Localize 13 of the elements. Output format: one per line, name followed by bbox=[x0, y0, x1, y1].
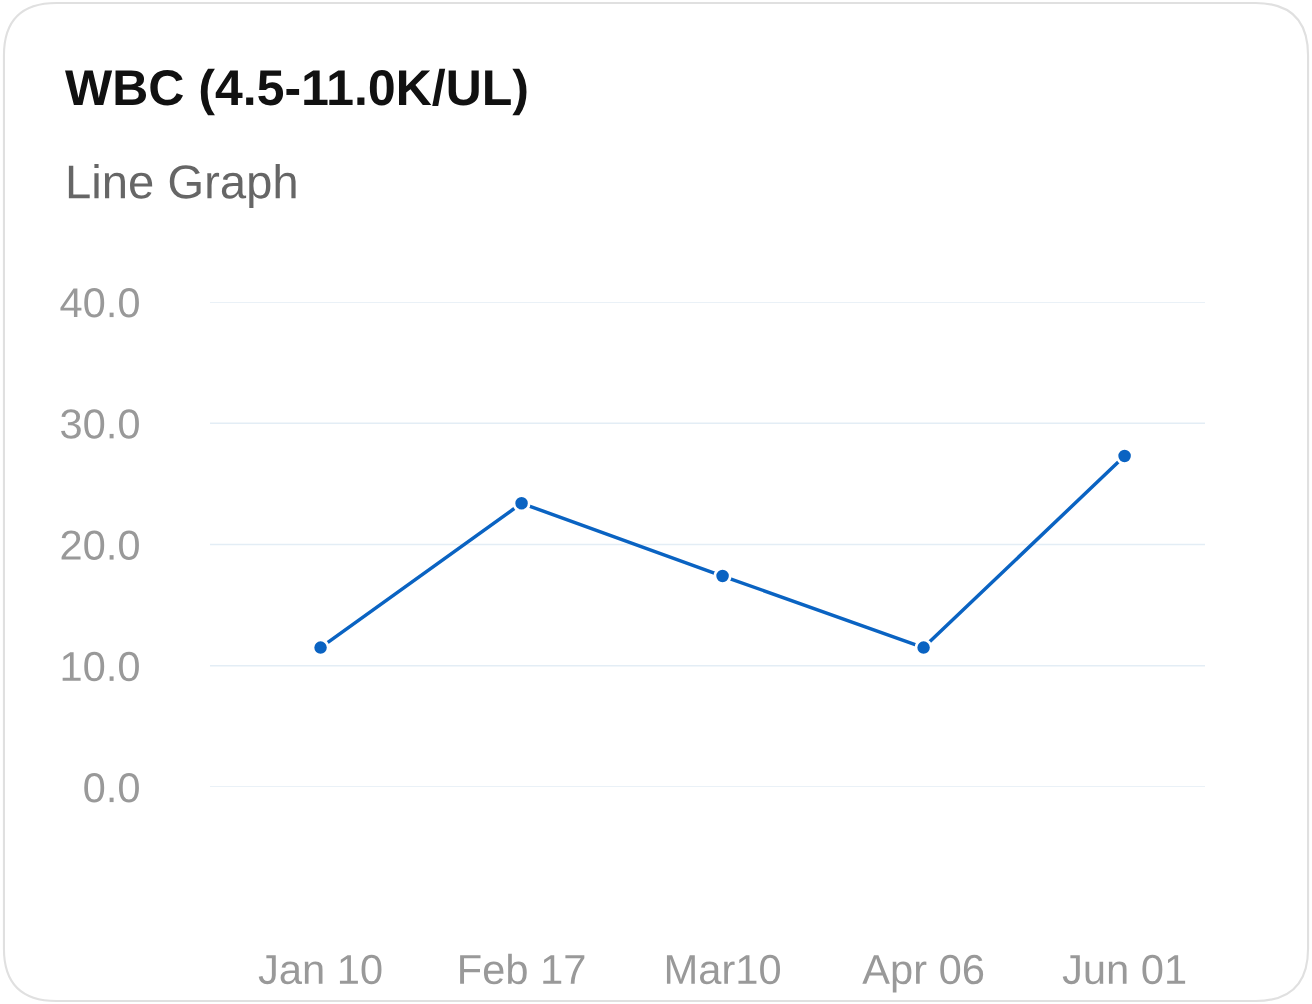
y-tick-label: 20.0 bbox=[61, 530, 139, 561]
y-tick-label: 40.0 bbox=[60, 288, 139, 318]
y-tick-label: 0.0 bbox=[84, 773, 139, 803]
x-tick-label: Feb 17 bbox=[460, 953, 585, 985]
chart-title: WBC (4.5-11.0K/UL) bbox=[65, 68, 527, 116]
y-tick-label: 30.0 bbox=[61, 409, 139, 439]
x-tick-label: Apr 06 bbox=[862, 954, 984, 993]
point bbox=[1115, 446, 1134, 466]
x-tick-label: Jun 01 bbox=[1062, 954, 1186, 985]
x-tick-label: Mar10 bbox=[666, 954, 780, 985]
x-tick-label: Jan 10 bbox=[258, 954, 382, 985]
y-tick-label: 10.0 bbox=[62, 651, 139, 682]
chart-subtitle: Line Graph bbox=[68, 163, 296, 209]
